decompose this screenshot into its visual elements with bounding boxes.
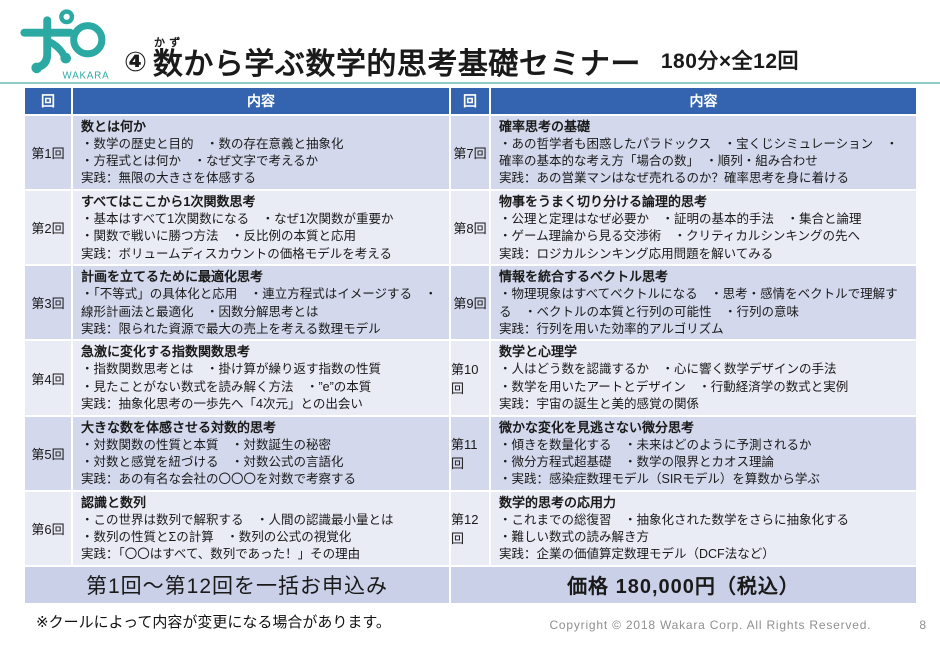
row-body: ・指数関数思考とは ・掛け算が繰り返す指数の性質 ・見たことがない数式を読み解く… — [81, 362, 382, 411]
row-title: 数学と心理学 — [499, 344, 578, 360]
session-label: 第2回 — [25, 191, 71, 265]
row-title: 数学的思考の応用力 — [499, 494, 617, 510]
row-body: ・対数関数の性質と本質 ・対数誕生の秘密 ・対数と感覚を紐づける ・対数公式の言… — [81, 437, 357, 487]
table-row: 微かな変化を見逃さない微分思考 ・傾きを数量化する ・未来はどのように予測される… — [491, 416, 916, 490]
title-number-badge: ④ — [124, 47, 147, 77]
row-body: ・この世界は数列で解釈する ・人間の認識最小量とは ・数列の性質とΣの計算 ・数… — [81, 512, 394, 562]
table-row: 確率思考の基礎 ・あの哲学者も困惑したパラドックス ・宝くじシミュレーション ・… — [491, 116, 916, 190]
title-rest: から学ぶ数学的思考基礎セミナー — [183, 47, 641, 81]
row-title: 数とは何か — [81, 119, 147, 134]
row-body: ・公理と定理はなぜ必要か ・証明の基本的手法 ・集合と論理 ・ゲーム理論から見る… — [499, 212, 862, 261]
table-row: すべてはここから1次関数思考 ・基本はすべて1次関数になる ・なぜ1次関数が重要… — [73, 191, 449, 265]
table-row: 急激に変化する指数関数思考 ・指数関数思考とは ・掛け算が繰り返す指数の性質 ・… — [73, 341, 449, 415]
table-row: 情報を統合するベクトル思考 ・物理現象はすべてベクトルになる ・思考・感情をベク… — [491, 266, 916, 340]
page-title: ④ 数かずから学ぶ数学的思考基礎セミナー — [124, 37, 641, 81]
row-title: すべてはここから1次関数思考 — [81, 194, 256, 210]
table-row: 認識と数列 ・この世界は数列で解釈する ・人間の認識最小量とは ・数列の性質とΣ… — [73, 491, 449, 565]
seminar-title: 数かずから学ぶ数学的思考基礎セミナー — [153, 37, 641, 81]
row-body: ・基本はすべて1次関数になる ・なぜ1次関数が重要か ・関数で戦いに勝つ方法 ・… — [81, 212, 394, 261]
row-title: 物事をうまく切り分ける論理的思考 — [499, 194, 708, 210]
table-row: 数とは何か ・数学の歴史と目的 ・数の存在意義と抽象化 ・方程式とは何か ・なぜ… — [73, 116, 449, 190]
table-row: 数学的思考の応用力 ・これまでの総復習 ・抽象化された数学をさらに抽象化する ・… — [491, 491, 916, 565]
header-divider — [0, 82, 940, 84]
session-label: 第10回 — [451, 341, 489, 415]
row-body: ・数学の歴史と目的 ・数の存在意義と抽象化 ・方程式とは何か ・なぜ文字で考える… — [81, 136, 344, 186]
col-header-session-left: 回 — [25, 88, 71, 114]
logo-brand-text: WAKARA — [63, 70, 110, 81]
row-title: 大きな数を体感させる対数的思考 — [81, 419, 277, 435]
session-label: 第11回 — [451, 416, 489, 490]
col-header-session-right: 回 — [451, 88, 489, 114]
row-title: 微かな変化を見逃さない微分思考 — [499, 419, 695, 435]
row-title: 確率思考の基礎 — [499, 119, 591, 134]
session-label: 第3回 — [25, 266, 71, 340]
row-body: ・「不等式」の具体化と応用 ・連立方程式はイメージする ・線形計画法と最適化 ・… — [81, 287, 438, 336]
slide-header: WAKARA ④ 数かずから学ぶ数学的思考基礎セミナー 180分×全12回 — [0, 0, 940, 84]
session-label: 第6回 — [25, 491, 71, 565]
duration-label: 180分×全12回 — [660, 50, 800, 73]
row-title: 急激に変化する指数関数思考 — [81, 344, 251, 360]
session-label: 第9回 — [451, 266, 489, 340]
col-header-content-right: 内容 — [491, 88, 916, 114]
row-body: ・これまでの総復習 ・抽象化された数学をさらに抽象化する ・難しい数式の読み解き… — [499, 512, 850, 562]
slide-footer: ※クールによって内容が変更になる場合があります。 Copyright © 201… — [0, 603, 940, 632]
disclaimer-note: ※クールによって内容が変更になる場合があります。 — [36, 614, 391, 631]
table-row: 数学と心理学 ・人はどう数を認識するか ・心に響く数学デザインの手法 ・数学を用… — [491, 341, 916, 415]
table-row: 物事をうまく切り分ける論理的思考 ・公理と定理はなぜ必要か ・証明の基本的手法 … — [491, 191, 916, 265]
furigana: かず — [152, 36, 184, 49]
price-label: 価格 180,000円（税込） — [451, 566, 916, 603]
table-row: 大きな数を体感させる対数的思考 ・対数関数の性質と本質 ・対数誕生の秘密 ・対数… — [73, 416, 449, 490]
bulk-apply-label: 第1回～第12回を一括お申込み — [25, 566, 449, 603]
page-number: 8 — [919, 618, 926, 632]
row-body: ・人はどう数を認識するか ・心に響く数学デザインの手法 ・数学を用いたアートとデ… — [499, 362, 849, 411]
session-label: 第5回 — [25, 416, 71, 490]
title-first-char: 数 — [152, 47, 184, 81]
copyright-text: Copyright © 2018 Wakara Corp. All Rights… — [549, 618, 872, 632]
row-body: ・傾きを数量化する ・未来はどのように予測されるか ・微分方程式超基礎 ・数学の… — [499, 437, 820, 487]
row-title: 情報を統合するベクトル思考 — [499, 269, 669, 285]
session-label: 第8回 — [451, 191, 489, 265]
row-body: ・物理現象はすべてベクトルになる ・思考・感情をベクトルで理解する ・ベクトルの… — [499, 287, 898, 336]
curriculum-table: 回 内容 回 内容 第1回 数とは何か ・数学の歴史と目的 ・数の存在意義と抽象… — [25, 88, 916, 603]
session-label: 第12回 — [451, 491, 489, 565]
session-label: 第7回 — [451, 116, 489, 190]
row-title: 認識と数列 — [81, 494, 147, 510]
wakara-logo: WAKARA — [20, 9, 110, 81]
row-body: ・あの哲学者も困惑したパラドックス ・宝くじシミュレーション ・確率の基本的な考… — [499, 136, 899, 186]
table-row: 計画を立てるために最適化思考 ・「不等式」の具体化と応用 ・連立方程式はイメージ… — [73, 266, 449, 340]
session-label: 第1回 — [25, 116, 71, 190]
col-header-content-left: 内容 — [73, 88, 449, 114]
session-label: 第4回 — [25, 341, 71, 415]
row-title: 計画を立てるために最適化思考 — [81, 269, 264, 285]
